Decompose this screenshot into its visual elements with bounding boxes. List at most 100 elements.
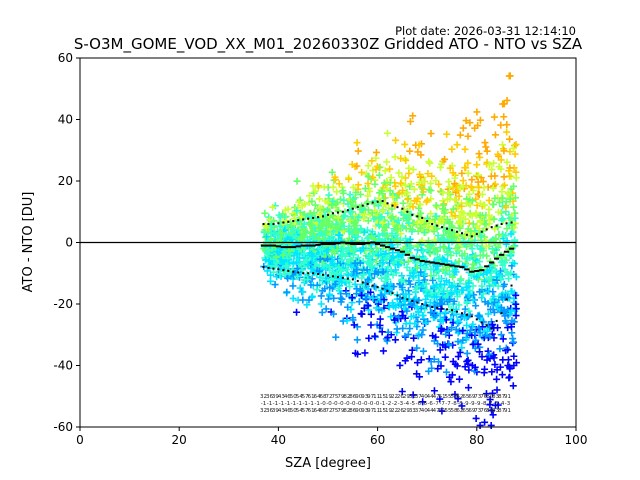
scatter-point [493,366,501,374]
scatter-point [375,231,383,239]
stats-label-mean: -2 [392,401,397,407]
series-mark-1 [446,227,449,230]
scatter-point [455,257,463,265]
scatter-point [320,220,328,228]
scatter-point [326,263,334,271]
scatter-point [432,177,440,185]
scatter-point [422,198,430,206]
series-mark-1 [510,221,513,224]
series-mark-2 [312,272,315,275]
scatter-point [368,232,376,240]
scatter-point [439,255,447,263]
scatter-point [435,267,443,275]
scatter-point [422,265,430,273]
stats-label-mean: -9 [475,401,481,407]
scatter-point [343,266,351,274]
series-mark-1 [356,206,359,209]
scatter-point [378,213,386,221]
stats-label-mean: -9 [469,401,475,407]
scatter-point [463,329,471,337]
stats-label-stdev: 58 [450,408,457,414]
scatter-point [340,196,348,204]
scatter-point [436,395,444,403]
scatter-point [415,296,423,304]
scatter-point [293,272,301,280]
scatter-point [267,277,275,285]
series-mark-1 [391,204,394,207]
scatter-point [497,121,505,129]
scatter-point [404,257,412,265]
scatter-point [436,163,444,171]
scatter-point [286,250,294,258]
scatter-point [508,329,516,337]
scatter-point [463,349,471,357]
scatter-point [388,205,396,213]
stats-label-mean: -0 [350,401,356,407]
scatter-point [342,290,350,298]
scatter-point [420,270,428,278]
stats-label-stdev: 90 [355,408,362,414]
scatter-point [309,182,317,190]
scatter-point [438,259,446,267]
scatter-point [340,222,348,230]
scatter-point [509,144,517,152]
scatter-point [405,219,413,227]
scatter-point [378,260,386,268]
scatter-point [353,336,361,344]
scatter-point [402,156,410,164]
scatter-point [428,172,436,180]
stats-label-mean: -4 [499,401,505,407]
scatter-point [478,282,486,290]
stats-label-stdev: 43 [278,408,285,414]
scatter-point [267,230,275,238]
scatter-point [378,274,386,282]
scatter-point [485,350,493,358]
scatter-point [484,300,492,308]
series-mark-2 [287,269,290,272]
scatter-point [390,302,398,310]
series-mark-2 [361,281,364,284]
scatter-point [370,296,378,304]
scatter-point [489,248,497,256]
scatter-point [447,315,455,323]
scatter-point [468,176,476,184]
scatter-point [512,291,520,299]
scatter-point [461,145,469,153]
scatter-point [499,261,507,269]
scatter-point [320,261,328,269]
scatter-point [419,398,427,406]
series-mark-2 [307,272,310,275]
stats-label-mean: -3 [398,401,404,407]
scatter-point [461,305,469,313]
scatter-point [297,213,305,221]
scatter-point [299,296,307,304]
scatter-point [383,240,391,248]
stats-label-stdev: 80 [486,408,493,414]
scatter-point [346,191,354,199]
scatter-point [505,374,513,382]
stats-label-counts: 44 [427,394,434,400]
scatter-point [377,214,385,222]
series-mark-1 [416,215,419,218]
scatter-point [308,252,316,260]
scatter-point [437,160,445,168]
scatter-point [267,271,275,279]
scatter-point [361,228,369,236]
scatter-point [476,348,484,356]
scatter-point [507,287,515,295]
scatter-point [402,290,410,298]
scatter-point [406,280,414,288]
series-mark-1 [331,212,334,215]
scatter-point [443,287,451,295]
scatter-point [329,269,337,277]
scatter-point [361,210,369,218]
stats-label-stdev: 36 [266,408,273,414]
scatter-point [398,173,406,181]
scatter-point [495,163,503,171]
scatter-point [437,296,445,304]
stats-label-mean: -0 [326,401,332,407]
stats-label-stdev: 87 [498,408,505,414]
scatter-point [472,336,480,344]
scatter-point [389,213,397,221]
scatter-point [300,276,308,284]
